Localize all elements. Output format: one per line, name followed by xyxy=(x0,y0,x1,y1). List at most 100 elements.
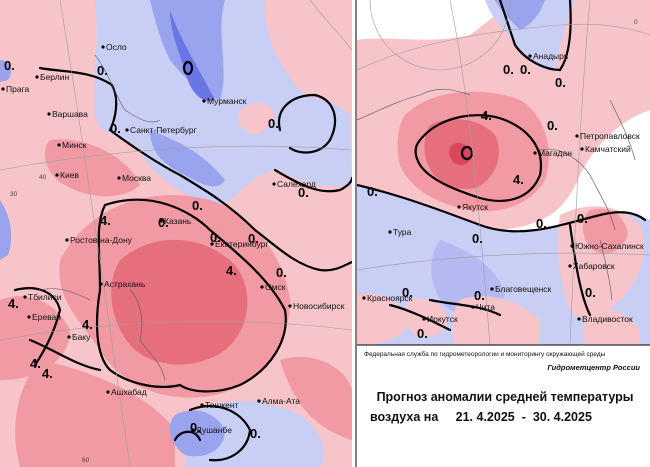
grid-label: 40 xyxy=(39,174,47,181)
city-label: Якутск xyxy=(462,202,488,212)
isoline-value-label: 0. xyxy=(402,285,413,300)
city-marker xyxy=(580,147,584,151)
city-marker xyxy=(23,295,27,299)
left-anomaly-map: Осло Берлин Прага Варшава Мурманск Санкт-Пете… xyxy=(0,0,352,467)
warm-region-moscow xyxy=(45,139,140,197)
right-isoline-labels: 0. 0. 0. 0. 0. 4. 4. 0. 0. 0. 0. 0. 0. 0. xyxy=(367,62,596,341)
city-label: Прага xyxy=(6,84,29,94)
isoline-value-label: 0. xyxy=(4,58,15,73)
city-label: Камчатский xyxy=(585,144,631,154)
city-marker xyxy=(55,173,59,177)
forecast-title-prefix: воздуха на xyxy=(370,410,439,424)
isoline-value-label: 4. xyxy=(100,213,111,228)
city-label: Душанбе xyxy=(196,425,232,435)
city-marker xyxy=(288,304,292,308)
right-gridline-arc xyxy=(369,0,511,71)
isoline-value-label: 0. xyxy=(520,62,531,77)
isoline-4-right-main xyxy=(414,114,543,202)
left-cities: Осло Берлин Прага Варшава Мурманск Санкт-Пете… xyxy=(1,42,345,435)
city-marker xyxy=(568,264,572,268)
isoline-4-caspian xyxy=(95,198,287,393)
city-label: Салехард xyxy=(277,179,316,189)
right-gridline-3 xyxy=(449,0,491,345)
city-marker xyxy=(471,305,475,309)
city-label: Владивосток xyxy=(582,314,633,324)
city-marker xyxy=(117,176,121,180)
isoline-value-label: 0. xyxy=(110,121,121,136)
isoline-value-label: 4. xyxy=(42,366,53,381)
city-label: Мурманск xyxy=(207,96,247,106)
city-label: Ашхабад xyxy=(111,387,147,397)
city-label: Екатеринбург xyxy=(215,239,268,249)
city-marker xyxy=(272,182,276,186)
warm-region-right-chita xyxy=(452,296,540,345)
forecast-date-separator: - xyxy=(521,410,526,424)
city-marker xyxy=(67,335,71,339)
isoline-4-south xyxy=(28,338,102,372)
city-marker xyxy=(528,54,532,58)
city-label: Красноярск xyxy=(367,293,413,303)
city-marker xyxy=(101,45,105,49)
cold-region-west2 xyxy=(0,60,12,82)
isoline-value-label: 4. xyxy=(513,172,524,187)
city-marker xyxy=(533,151,537,155)
forecast-title-line1: Прогноз аномалии средней температуры xyxy=(376,390,634,404)
cold-region-north-urals xyxy=(258,93,352,187)
cold-region-central-asia-mid xyxy=(169,410,225,457)
city-label: Иркутск xyxy=(427,314,458,324)
left-grid-labels: 40 30 60 xyxy=(10,174,90,464)
city-label: Алма-Ата xyxy=(262,396,300,406)
grid-label: 0 xyxy=(634,19,638,26)
isoline-value-label: 0. xyxy=(276,265,287,280)
isoline-value-label: 0. xyxy=(417,326,428,341)
city-label: Берлин xyxy=(40,72,69,82)
right-gridline-2 xyxy=(357,252,650,271)
isoline-value-label: 0. xyxy=(367,184,378,199)
warm-region-right-vladivostok xyxy=(583,308,640,345)
isoline-value-label: 0. xyxy=(192,198,203,213)
isoline-0-north-loop xyxy=(277,93,337,154)
isoline-value-label: 0. xyxy=(210,230,221,245)
city-label: Хабаровск xyxy=(573,261,615,271)
agency-name: Федеральная служба по гидрометеорологии … xyxy=(364,351,606,358)
isoline-value-label: 0. xyxy=(190,420,201,435)
isoline-value-label: 0. xyxy=(536,216,547,231)
isoline-value-label: 0. xyxy=(577,211,588,226)
city-marker xyxy=(490,287,494,291)
city-marker xyxy=(191,428,195,432)
city-marker xyxy=(260,285,264,289)
isoline-0-right-north xyxy=(498,0,572,72)
forecast-title-line2: воздуха на 21. 4.2025 - 30. 4.2025 xyxy=(370,410,640,424)
coastline-arctic-right xyxy=(357,88,471,121)
right-anomaly-map: Анадырь Петропавловск Камчатский Магадан Яку… xyxy=(357,0,650,345)
city-marker xyxy=(257,399,261,403)
city-marker xyxy=(57,143,61,147)
city-label: Москва xyxy=(122,173,151,183)
city-marker xyxy=(422,317,426,321)
city-marker xyxy=(1,87,5,91)
isoline-4-west xyxy=(13,287,62,367)
isoline-4-right-core xyxy=(460,145,474,161)
isoline-value-label: 4. xyxy=(8,296,19,311)
city-label: Казань xyxy=(164,216,192,226)
city-marker xyxy=(202,99,206,103)
city-marker xyxy=(106,390,110,394)
isoline-value-label: 4. xyxy=(226,263,237,278)
city-marker xyxy=(99,282,103,286)
cold-region-right-north xyxy=(485,0,575,71)
city-marker xyxy=(575,134,579,138)
warm-region-southeast xyxy=(280,356,352,440)
city-marker xyxy=(577,317,581,321)
city-label: Магадан xyxy=(538,148,572,158)
city-label: Новосибирск xyxy=(293,301,345,311)
isoline-value-label: 0. xyxy=(298,185,309,200)
city-label: Тура xyxy=(393,227,412,237)
city-label: Благовещенск xyxy=(495,284,552,294)
cold-region-scandinavia-core xyxy=(170,10,215,102)
warm-region-right-southeast2 xyxy=(582,208,628,254)
cold-region-stpetersburg xyxy=(150,130,225,187)
city-label: Минск xyxy=(62,140,87,150)
city-label: Астрахань xyxy=(104,279,146,289)
city-marker xyxy=(159,219,163,223)
isoline-value-label: 0. xyxy=(97,63,108,78)
